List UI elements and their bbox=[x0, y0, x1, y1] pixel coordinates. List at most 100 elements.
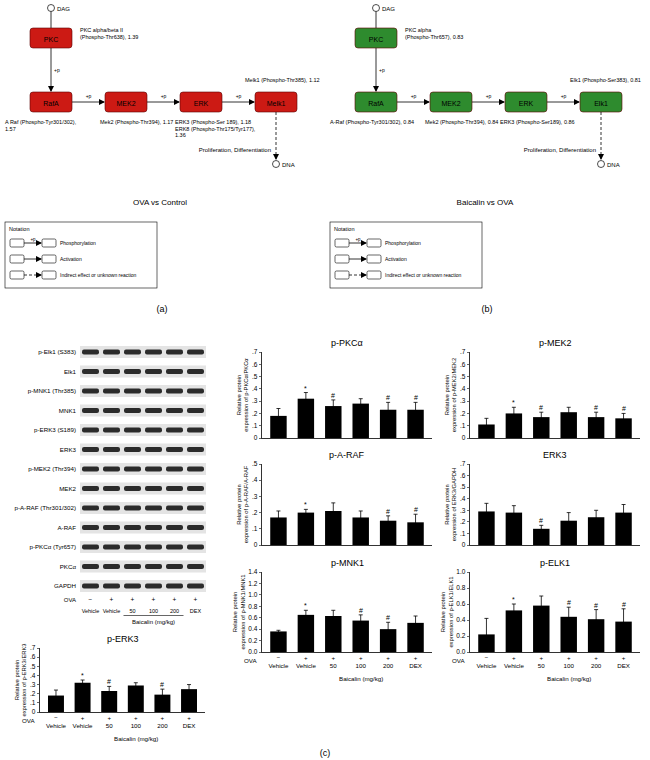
svg-text:Vehicle: Vehicle bbox=[82, 608, 100, 614]
svg-text:p-MNK1 (Thr385): p-MNK1 (Thr385) bbox=[28, 387, 76, 394]
svg-text:+DEX: +DEX bbox=[409, 654, 422, 669]
svg-text:PKC: PKC bbox=[369, 36, 383, 43]
svg-text:RafA: RafA bbox=[368, 100, 384, 107]
svg-text:p-MEK2: p-MEK2 bbox=[539, 338, 572, 348]
svg-text:50: 50 bbox=[129, 608, 135, 614]
svg-text:*: * bbox=[512, 596, 515, 603]
svg-text:.3: .3 bbox=[460, 507, 466, 514]
svg-text:.5: .5 bbox=[30, 663, 36, 670]
svg-text:GAPDH: GAPDH bbox=[54, 582, 76, 589]
svg-text:p-ELK1: p-ELK1 bbox=[540, 558, 570, 568]
svg-text:+p: +p bbox=[54, 67, 60, 73]
svg-text:Baicalin (mg/kg): Baicalin (mg/kg) bbox=[547, 675, 591, 682]
svg-text:Notation: Notation bbox=[334, 226, 355, 232]
svg-text:PKC: PKC bbox=[44, 36, 58, 43]
svg-text:(a): (a) bbox=[157, 304, 168, 314]
svg-text:.1: .1 bbox=[460, 530, 466, 537]
svg-text:+p: +p bbox=[355, 237, 361, 242]
svg-text:ERK: ERK bbox=[519, 100, 534, 107]
svg-text:0.8: 0.8 bbox=[248, 603, 257, 610]
svg-text:Proliferation, Differentiation: Proliferation, Differentiation bbox=[199, 147, 271, 153]
svg-text:#: # bbox=[414, 394, 418, 401]
svg-text:Relative proteinexpression of: Relative proteinexpression of p-ERK3/ERK… bbox=[14, 643, 28, 716]
svg-text:Indirect effect or unknown rea: Indirect effect or unknown reaction bbox=[60, 272, 137, 278]
svg-text:.5: .5 bbox=[252, 460, 258, 467]
svg-text:OVA: OVA bbox=[22, 717, 35, 724]
svg-text:Relative proteinexpression of: Relative proteinexpression of p-PKCα/PKC… bbox=[236, 358, 250, 432]
svg-text:+: + bbox=[152, 596, 156, 603]
svg-text:.3: .3 bbox=[460, 397, 466, 404]
svg-text:OVA vs Control: OVA vs Control bbox=[133, 198, 187, 207]
svg-text:0.2: 0.2 bbox=[456, 632, 465, 639]
svg-text:Phosphorylation: Phosphorylation bbox=[60, 240, 96, 246]
svg-text:.6: .6 bbox=[460, 472, 466, 479]
svg-text:DEX: DEX bbox=[190, 608, 202, 614]
svg-text:ERK8 (Phospho-Thr175/Tyr177),: ERK8 (Phospho-Thr175/Tyr177), bbox=[175, 126, 256, 132]
svg-text:0.8: 0.8 bbox=[456, 584, 465, 591]
svg-text:*: * bbox=[512, 399, 515, 406]
svg-text:p-MEK2 (Thr394): p-MEK2 (Thr394) bbox=[28, 465, 76, 472]
svg-text:+p: +p bbox=[30, 237, 36, 242]
svg-text:+100: +100 bbox=[564, 654, 575, 669]
svg-text:+p: +p bbox=[236, 93, 242, 99]
svg-text:−Vehicle: −Vehicle bbox=[268, 654, 289, 669]
svg-text:OVA: OVA bbox=[452, 657, 465, 664]
svg-text:.2: .2 bbox=[252, 410, 258, 417]
svg-text:#: # bbox=[160, 681, 164, 688]
svg-text:#: # bbox=[359, 607, 363, 614]
svg-text:(Phospho-Thr657), 0.83: (Phospho-Thr657), 0.83 bbox=[405, 34, 463, 40]
svg-text:#: # bbox=[386, 614, 390, 621]
svg-text:.4: .4 bbox=[460, 385, 466, 392]
svg-text:.7: .7 bbox=[460, 460, 466, 467]
svg-text:p-PKCα: p-PKCα bbox=[331, 338, 363, 348]
svg-text:+p: +p bbox=[486, 93, 492, 99]
svg-text:+100: +100 bbox=[131, 714, 142, 729]
svg-text:Baicalin (mg/kg): Baicalin (mg/kg) bbox=[132, 619, 175, 625]
svg-text:.7: .7 bbox=[460, 348, 466, 355]
svg-text:Relative proteinexpression of: Relative proteinexpression of p-A-RAF/A-… bbox=[236, 465, 250, 543]
svg-text:A-RAF: A-RAF bbox=[57, 524, 76, 531]
svg-text:+p: +p bbox=[161, 93, 167, 99]
svg-text:#: # bbox=[539, 404, 543, 411]
svg-text:PKC alpha: PKC alpha bbox=[405, 27, 432, 33]
svg-text:MEK2: MEK2 bbox=[441, 100, 460, 107]
svg-text:.4: .4 bbox=[252, 476, 258, 483]
svg-text:+50: +50 bbox=[330, 654, 337, 669]
svg-text:*: * bbox=[304, 602, 307, 609]
svg-text:A-Raf (Phospho-Tyr301/302), 0.: A-Raf (Phospho-Tyr301/302), 0.84 bbox=[330, 119, 414, 125]
svg-text:+200: +200 bbox=[157, 714, 168, 729]
svg-text:p-ERK3 (S189): p-ERK3 (S189) bbox=[34, 426, 76, 433]
svg-text:*: * bbox=[304, 501, 307, 508]
svg-text:.5: .5 bbox=[252, 373, 258, 380]
svg-text:*: * bbox=[304, 385, 307, 392]
svg-text:.1: .1 bbox=[252, 525, 258, 532]
svg-text:Melk1: Melk1 bbox=[267, 100, 286, 107]
svg-text:#: # bbox=[107, 678, 111, 685]
svg-text:+Vehicle: +Vehicle bbox=[73, 714, 94, 729]
svg-text:#: # bbox=[539, 517, 543, 524]
svg-text:Mek2 (Phospho-Thr394), 0.84: Mek2 (Phospho-Thr394), 0.84 bbox=[425, 119, 498, 125]
svg-text:RafA: RafA bbox=[43, 100, 59, 107]
svg-text:+200: +200 bbox=[383, 654, 394, 669]
svg-text:#: # bbox=[386, 394, 390, 401]
svg-text:0.0: 0.0 bbox=[248, 648, 257, 655]
svg-text:A Raf (Phospho-Tyr301/302),: A Raf (Phospho-Tyr301/302), bbox=[5, 119, 77, 125]
svg-text:.1: .1 bbox=[30, 699, 36, 706]
svg-text:DAG: DAG bbox=[382, 6, 395, 12]
svg-text:.3: .3 bbox=[252, 397, 258, 404]
svg-text:200: 200 bbox=[170, 608, 179, 614]
svg-text:1.57: 1.57 bbox=[5, 126, 16, 132]
svg-text:#: # bbox=[386, 508, 390, 515]
svg-text:p-A-RAF (Thr301/302): p-A-RAF (Thr301/302) bbox=[14, 504, 76, 511]
svg-text:OVA: OVA bbox=[64, 597, 76, 603]
svg-text:.5: .5 bbox=[460, 483, 466, 490]
svg-text:ERK3: ERK3 bbox=[543, 450, 567, 460]
svg-text:0.6: 0.6 bbox=[248, 614, 257, 621]
svg-text:.7: .7 bbox=[252, 348, 258, 355]
svg-text:p-PKCα (Tyr657): p-PKCα (Tyr657) bbox=[29, 543, 76, 550]
svg-text:*: * bbox=[81, 672, 84, 679]
svg-text:1.36: 1.36 bbox=[175, 132, 186, 138]
svg-text:0.2: 0.2 bbox=[248, 637, 257, 644]
svg-text:.3: .3 bbox=[30, 681, 36, 688]
svg-text:+: + bbox=[131, 596, 135, 603]
